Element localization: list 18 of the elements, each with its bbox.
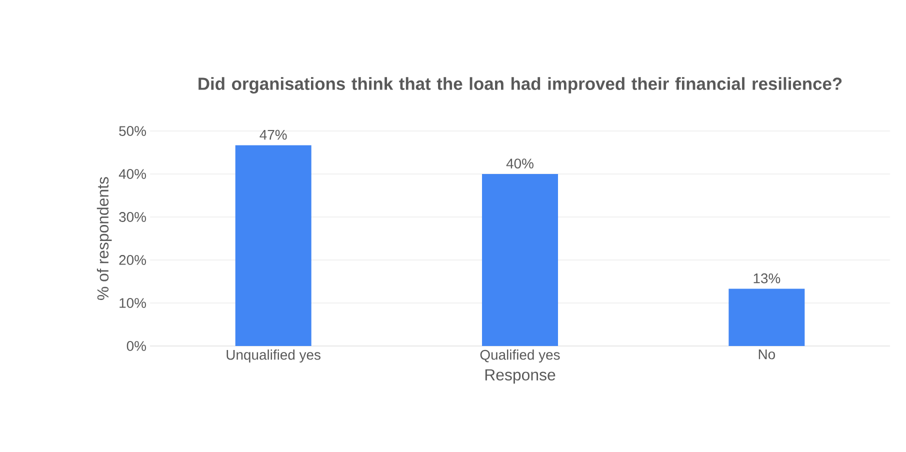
x-tick-label: Unqualified yes [226, 350, 320, 363]
x-tick-label: Qualified yes [480, 350, 560, 363]
y-tick-label: 40% [118, 169, 146, 179]
data-label: 40% [506, 158, 534, 168]
bar [235, 145, 312, 346]
bar [482, 174, 558, 346]
x-axis-title: Response [485, 369, 556, 384]
x-tick-label: No [758, 350, 775, 360]
bar [728, 288, 805, 346]
y-tick-label: 10% [120, 298, 146, 308]
y-tick-label: 0% [126, 341, 146, 351]
y-axis-title: % of respondents [96, 177, 112, 300]
y-tick-label: 20% [119, 255, 146, 265]
data-label: 13% [754, 273, 780, 284]
y-tick-label: 30% [119, 212, 146, 222]
data-label: 47% [260, 130, 287, 140]
y-tick-label: 50% [119, 126, 146, 136]
chart-title: Did organisations think that the loan had improved their financial resilience? [198, 77, 842, 94]
